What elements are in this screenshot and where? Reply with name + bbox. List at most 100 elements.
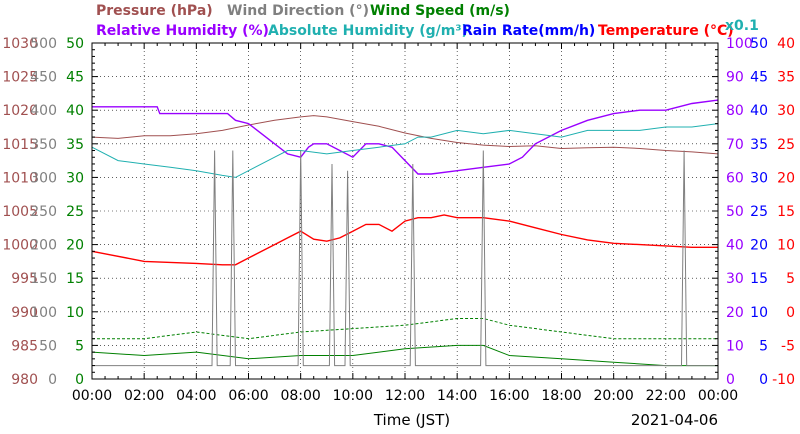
y-tick-label: -5 bbox=[781, 338, 795, 354]
y-tick-label: 150 bbox=[30, 271, 57, 287]
y-tick-label: 15 bbox=[750, 271, 768, 287]
series-line bbox=[92, 150, 718, 367]
legend-item: Absolute Humidity (g/m³) bbox=[268, 23, 468, 39]
y-tick-label: 50 bbox=[66, 36, 84, 52]
x-tick-label: 10:00 bbox=[333, 388, 373, 404]
y-tick-label: 30 bbox=[726, 271, 744, 287]
y-tick-label: 500 bbox=[30, 36, 57, 52]
y-tick-label: 10 bbox=[66, 305, 84, 321]
x-tick-label: 02:00 bbox=[124, 388, 164, 404]
grid bbox=[92, 43, 718, 379]
y-tick-label: 25 bbox=[777, 137, 795, 153]
x-axis-label: Time (JST) bbox=[373, 411, 450, 429]
y-tick-label: 30 bbox=[750, 170, 768, 186]
y-tick-label: 80 bbox=[726, 103, 744, 119]
y-tick-label: 10 bbox=[750, 305, 768, 321]
y-tick-label: 20 bbox=[726, 305, 744, 321]
y-tick-label: 0 bbox=[786, 305, 795, 321]
legend: Pressure (hPa) Wind Direction (°) Wind Spe… bbox=[96, 3, 759, 39]
y-tick-label: 1005 bbox=[2, 204, 38, 220]
y-tick-label: 30 bbox=[777, 103, 795, 119]
y-tick-label: 15 bbox=[777, 204, 795, 220]
y-tick-label: 985 bbox=[11, 338, 38, 354]
y-tick-label: 40 bbox=[66, 103, 84, 119]
series-line bbox=[91, 214, 718, 266]
x-tick-label: 16:00 bbox=[489, 388, 529, 404]
y-tick-label: 40 bbox=[726, 238, 744, 254]
y-tick-label: 20 bbox=[777, 170, 795, 186]
y-tick-label: 10 bbox=[726, 338, 744, 354]
x-tick-label: 20:00 bbox=[593, 388, 633, 404]
legend-item: Pressure (hPa) bbox=[96, 3, 213, 19]
y-tick-label: 10 bbox=[777, 238, 795, 254]
y-tick-label: 0 bbox=[759, 372, 768, 388]
y-tick-label: 100 bbox=[30, 305, 57, 321]
series-line bbox=[91, 115, 719, 155]
y-tick-label: 70 bbox=[726, 137, 744, 153]
y-axes: 1030102510201015101010051000995990985980… bbox=[2, 36, 795, 388]
y-tick-label: 250 bbox=[30, 204, 57, 220]
legend-item: Temperature (°C) bbox=[598, 23, 734, 39]
legend-item: Wind Direction (°) bbox=[227, 3, 369, 19]
y-tick-label: 450 bbox=[30, 70, 57, 86]
y-tick-label: 25 bbox=[750, 204, 768, 220]
x-tick-label: 08:00 bbox=[280, 388, 320, 404]
x-axis: 00:00 02:00 04:00 06:00 08:00 10:00 12:00 14:00… bbox=[72, 43, 738, 404]
y-tick-label: 5 bbox=[786, 271, 795, 287]
y-tick-label: 35 bbox=[66, 137, 84, 153]
y-tick-label: 990 bbox=[11, 305, 38, 321]
y-tick-label: 0 bbox=[75, 372, 84, 388]
y-tick-label: 0 bbox=[48, 372, 57, 388]
y-tick-label: 20 bbox=[66, 238, 84, 254]
y-tick-label: 60 bbox=[726, 170, 744, 186]
y-tick-label: 30 bbox=[66, 170, 84, 186]
y-tick-label: 50 bbox=[39, 338, 57, 354]
y-tick-label: 1010 bbox=[2, 170, 38, 186]
y-tick-label: 25 bbox=[66, 204, 84, 220]
y-tick-label: 995 bbox=[11, 271, 38, 287]
y-tick-label: 1015 bbox=[2, 137, 38, 153]
x-tick-label: 04:00 bbox=[176, 388, 216, 404]
y-tick-label: 40 bbox=[777, 36, 795, 52]
y-tick-label: 20 bbox=[750, 238, 768, 254]
x-tick-label: 22:00 bbox=[646, 388, 686, 404]
y-tick-label: 45 bbox=[750, 70, 768, 86]
y-tick-label: 350 bbox=[30, 137, 57, 153]
legend-multiplier: x0.1 bbox=[725, 18, 759, 34]
series-line bbox=[91, 123, 719, 178]
series-line bbox=[91, 344, 718, 367]
x-tick-label: 14:00 bbox=[437, 388, 477, 404]
y-tick-label: 50 bbox=[750, 36, 768, 52]
y-tick-label: 400 bbox=[30, 103, 57, 119]
y-tick-label: 5 bbox=[759, 338, 768, 354]
y-tick-label: 980 bbox=[11, 372, 38, 388]
y-tick-label: 100 bbox=[726, 36, 753, 52]
y-tick-label: 300 bbox=[30, 170, 57, 186]
y-tick-label: 40 bbox=[750, 103, 768, 119]
y-tick-label: 1030 bbox=[2, 36, 38, 52]
y-tick-label: 0 bbox=[726, 372, 735, 388]
y-tick-label: 45 bbox=[66, 70, 84, 86]
y-tick-label: 1020 bbox=[2, 103, 38, 119]
legend-item: Relative Humidity (%) bbox=[96, 23, 269, 39]
x-tick-label: 00:00 bbox=[72, 388, 112, 404]
y-tick-label: 5 bbox=[75, 338, 84, 354]
y-tick-label: 35 bbox=[750, 137, 768, 153]
legend-item: Rain Rate(mm/h) bbox=[462, 23, 595, 39]
y-tick-label: 15 bbox=[66, 271, 84, 287]
y-tick-label: 200 bbox=[30, 238, 57, 254]
legend-item: Wind Speed (m/s) bbox=[370, 3, 510, 19]
y-tick-label: 90 bbox=[726, 70, 744, 86]
x-tick-label: 12:00 bbox=[385, 388, 425, 404]
y-tick-label: -10 bbox=[772, 372, 795, 388]
y-tick-label: 1025 bbox=[2, 70, 38, 86]
series-line bbox=[92, 318, 718, 340]
x-tick-label: 18:00 bbox=[541, 388, 581, 404]
date-label: 2021-04-06 bbox=[631, 411, 718, 429]
y-tick-label: 1000 bbox=[2, 238, 38, 254]
y-tick-label: 50 bbox=[726, 204, 744, 220]
series-line bbox=[92, 99, 719, 175]
x-tick-label: 00:00 bbox=[698, 388, 738, 404]
x-tick-label: 06:00 bbox=[228, 388, 268, 404]
